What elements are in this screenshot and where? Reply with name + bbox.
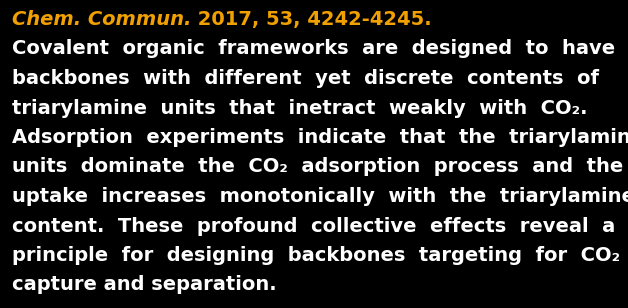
Text: principle  for  designing  backbones  targeting  for  CO₂: principle for designing backbones target… (12, 246, 620, 265)
Text: 2017, 53, 4242-4245.: 2017, 53, 4242-4245. (192, 10, 432, 29)
Text: backbones  with  different  yet  discrete  contents  of: backbones with different yet discrete co… (12, 69, 599, 88)
Text: units  dominate  the  CO₂  adsorption  process  and  the  CO₂: units dominate the CO₂ adsorption proces… (12, 157, 628, 176)
Text: Covalent  organic  frameworks  are  designed  to  have: Covalent organic frameworks are designed… (12, 39, 615, 59)
Text: capture and separation.: capture and separation. (12, 275, 276, 294)
Text: uptake  increases  monotonically  with  the  triarylamine: uptake increases monotonically with the … (12, 187, 628, 206)
Text: content.  These  profound  collective  effects  reveal  a: content. These profound collective effec… (12, 217, 615, 236)
Text: triarylamine  units  that  inetract  weakly  with  CO₂.: triarylamine units that inetract weakly … (12, 99, 588, 117)
Text: Adsorption  experiments  indicate  that  the  triarylamine: Adsorption experiments indicate that the… (12, 128, 628, 147)
Text: Chem. Commun.: Chem. Commun. (12, 10, 192, 29)
